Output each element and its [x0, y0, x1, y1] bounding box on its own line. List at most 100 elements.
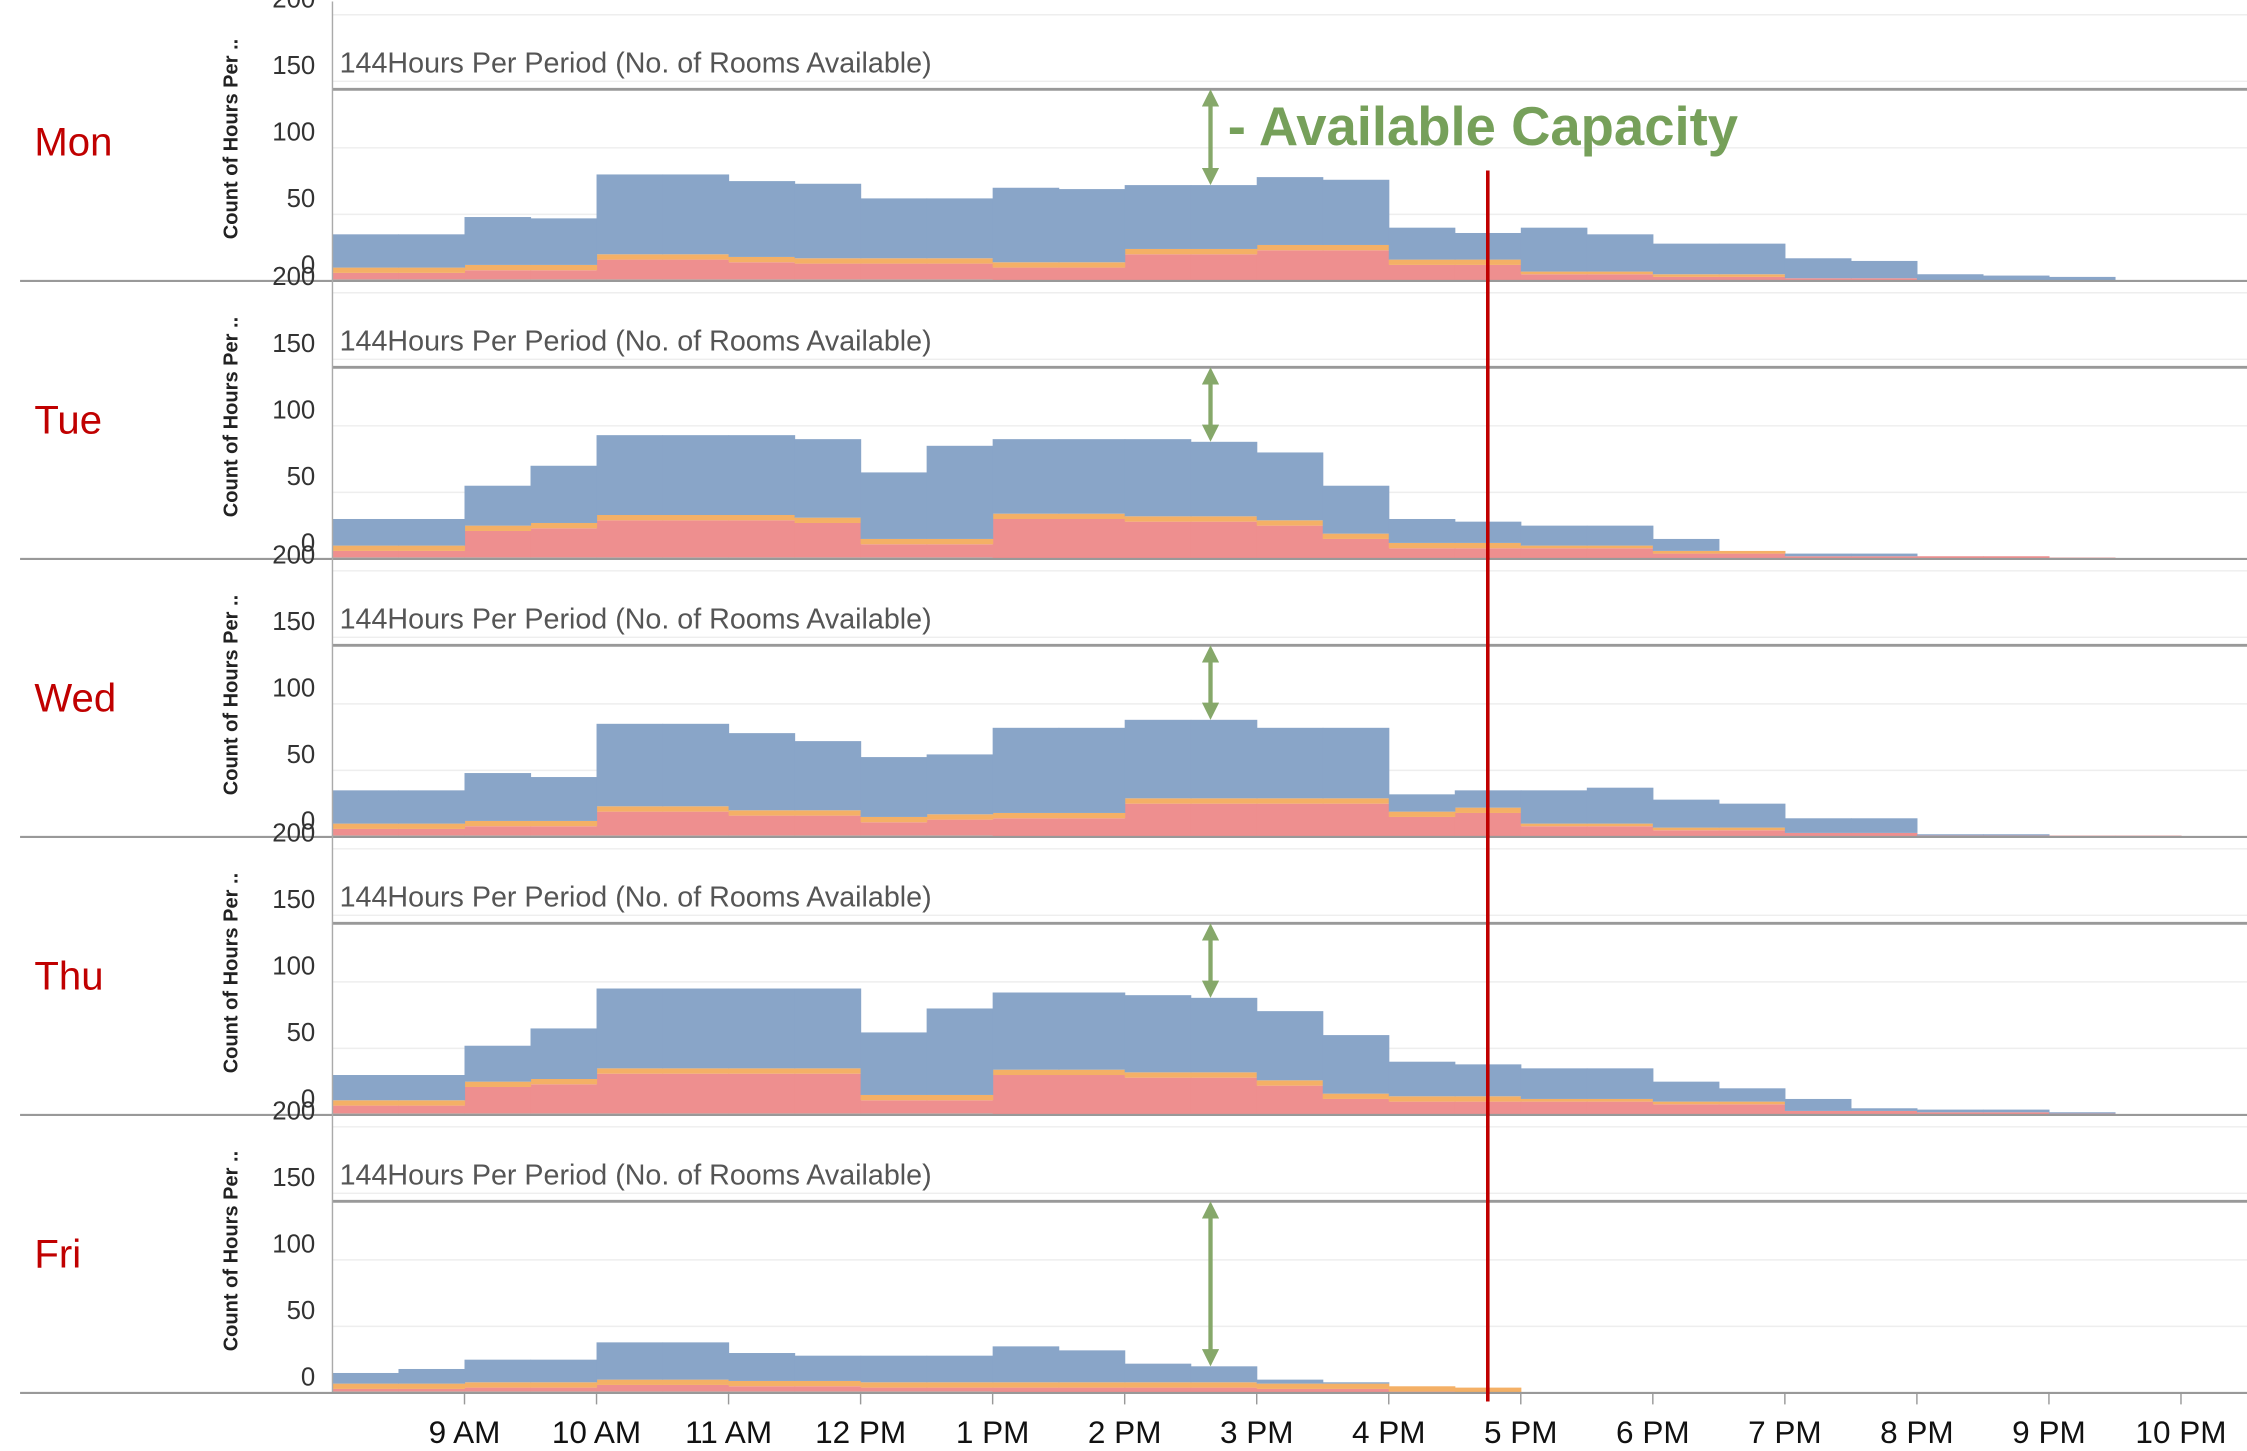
area-segment [596, 1068, 664, 1074]
area-segment [464, 1045, 532, 1082]
area-segment [1586, 826, 1654, 837]
area-segment [1520, 1098, 1588, 1102]
area-segment [1322, 727, 1390, 799]
area-segment [1520, 1068, 1588, 1099]
area-segment [1718, 830, 1786, 837]
area-segment [1322, 250, 1390, 281]
area-segment [860, 822, 928, 836]
area-segment [596, 254, 664, 260]
area-segment [464, 217, 532, 265]
area-segment [1586, 1068, 1654, 1099]
area-segment [860, 1100, 928, 1114]
day-label: Fri [34, 1231, 81, 1276]
y-tick-label: 100 [272, 952, 315, 980]
area-segment [1256, 1383, 1324, 1389]
area-segment [398, 823, 466, 829]
y-tick-label: 150 [272, 1164, 315, 1192]
area-segment [1718, 827, 1786, 831]
area-segment [596, 520, 664, 558]
area-segment [728, 520, 796, 558]
area-segment [662, 811, 730, 836]
area-segment [1850, 1110, 1918, 1115]
area-segment [464, 773, 532, 821]
area-segment [398, 1368, 466, 1384]
x-tick-label: 11 AM [685, 1414, 772, 1450]
area-segment [992, 1075, 1060, 1115]
area-segment [728, 1380, 796, 1387]
area-segment [464, 1081, 532, 1087]
day-label: Wed [34, 675, 116, 720]
y-axis-title: Count of Hours Per .. [220, 873, 242, 1073]
area-segment [464, 530, 532, 558]
area-segment [530, 826, 598, 836]
area-segment [1322, 485, 1390, 534]
area-segment [398, 828, 466, 836]
area-segment [1652, 827, 1720, 831]
area-segment [1124, 719, 1192, 799]
area-segment [530, 465, 598, 523]
y-tick-label: 50 [287, 1019, 316, 1047]
area-segment [1190, 248, 1258, 255]
area-segment [332, 823, 400, 829]
y-tick-label: 100 [272, 118, 315, 146]
area-segment [794, 1355, 862, 1381]
area-segment [1718, 243, 1786, 275]
area-segment [1718, 553, 1786, 559]
area-segment [596, 514, 664, 521]
area-segment [332, 550, 400, 558]
area-segment [1652, 550, 1720, 554]
area-segment [398, 267, 466, 273]
area-segment [1850, 818, 1918, 833]
area-segment [1190, 1366, 1258, 1383]
area-segment [860, 1094, 928, 1101]
area-segment [1652, 538, 1720, 551]
area-segment [1652, 243, 1720, 275]
area-segment [794, 522, 862, 558]
area-segment [728, 514, 796, 521]
area-segment [1058, 1069, 1126, 1076]
area-segment [794, 741, 862, 811]
area-segment [992, 518, 1060, 559]
area-segment [332, 1105, 400, 1114]
area-segment [1520, 274, 1588, 281]
y-axis-title: Count of Hours Per .. [220, 1151, 242, 1351]
area-segment [1784, 818, 1852, 833]
y-tick-label: 150 [272, 608, 315, 636]
area-segment [1190, 441, 1258, 517]
area-segment [1520, 525, 1588, 546]
area-segment [1058, 267, 1126, 281]
area-segment [332, 790, 400, 824]
area-segment [1124, 803, 1192, 837]
x-tick-label: 5 PM [1484, 1414, 1558, 1450]
y-tick-label: 150 [272, 52, 315, 80]
area-segment [1322, 1388, 1390, 1393]
area-segment [662, 806, 730, 812]
area-segment [926, 754, 994, 815]
area-segment [1784, 1110, 1852, 1115]
area-segment [596, 1384, 664, 1392]
area-segment [1124, 248, 1192, 255]
area-segment [1850, 553, 1918, 557]
area-segment [926, 1382, 994, 1388]
area-segment [1256, 1388, 1324, 1393]
area-segment [1718, 1088, 1786, 1102]
area-segment [794, 810, 862, 816]
area-segment [992, 513, 1060, 519]
area-segment [398, 1383, 466, 1389]
x-tick-label: 3 PM [1220, 1414, 1294, 1450]
area-segment [728, 1068, 796, 1074]
area-segment [1784, 832, 1852, 837]
area-segment [1058, 439, 1126, 514]
area-segment [1124, 798, 1192, 804]
area-segment [662, 1384, 730, 1392]
area-segment [860, 538, 928, 545]
area-segment [596, 1073, 664, 1114]
area-segment [794, 1068, 862, 1074]
reference-label: 144Hours Per Period (No. of Rooms Availa… [340, 604, 932, 636]
area-segment [794, 1386, 862, 1392]
area-segment [1784, 258, 1852, 279]
area-segment [992, 1069, 1060, 1076]
area-segment [1058, 513, 1126, 519]
